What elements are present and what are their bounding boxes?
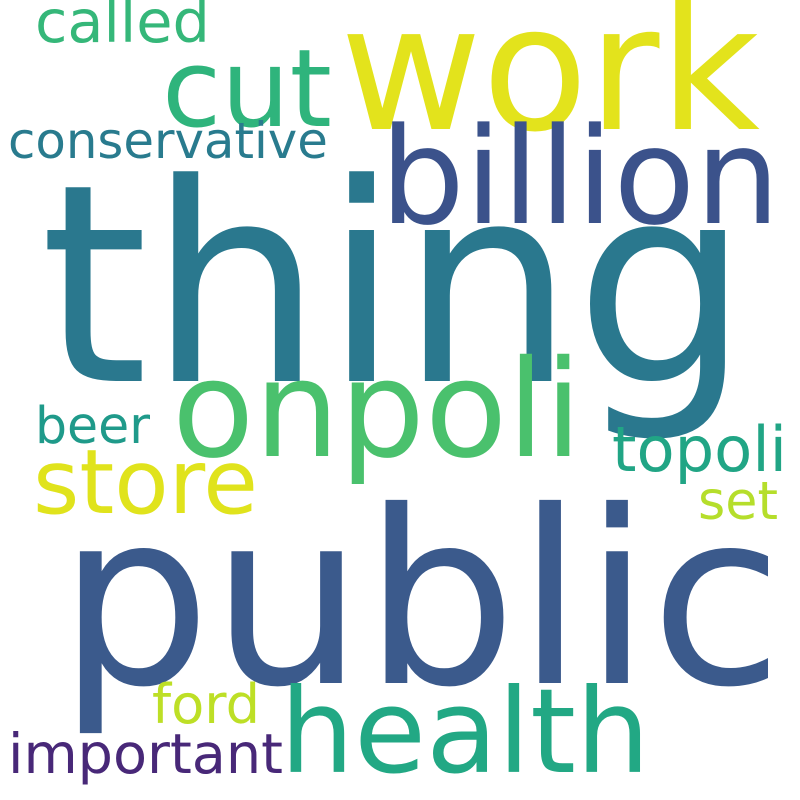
word-topoli: topoli xyxy=(612,412,787,486)
word-onpoli: onpoli xyxy=(172,330,582,488)
word-important: important xyxy=(8,722,283,788)
word-ford: ford xyxy=(152,672,260,736)
word-health: health xyxy=(280,663,650,800)
word-public: public xyxy=(58,458,783,740)
word-conservative: conservative xyxy=(8,112,328,171)
word-store: store xyxy=(33,430,258,535)
word-called: called xyxy=(35,0,210,56)
word-set: set xyxy=(698,470,778,532)
word-cut: cut xyxy=(162,27,332,153)
word-work: work xyxy=(340,0,760,171)
word-thing: thing xyxy=(40,126,750,448)
word-beer: beer xyxy=(35,395,150,455)
word-billion: billion xyxy=(380,98,780,255)
